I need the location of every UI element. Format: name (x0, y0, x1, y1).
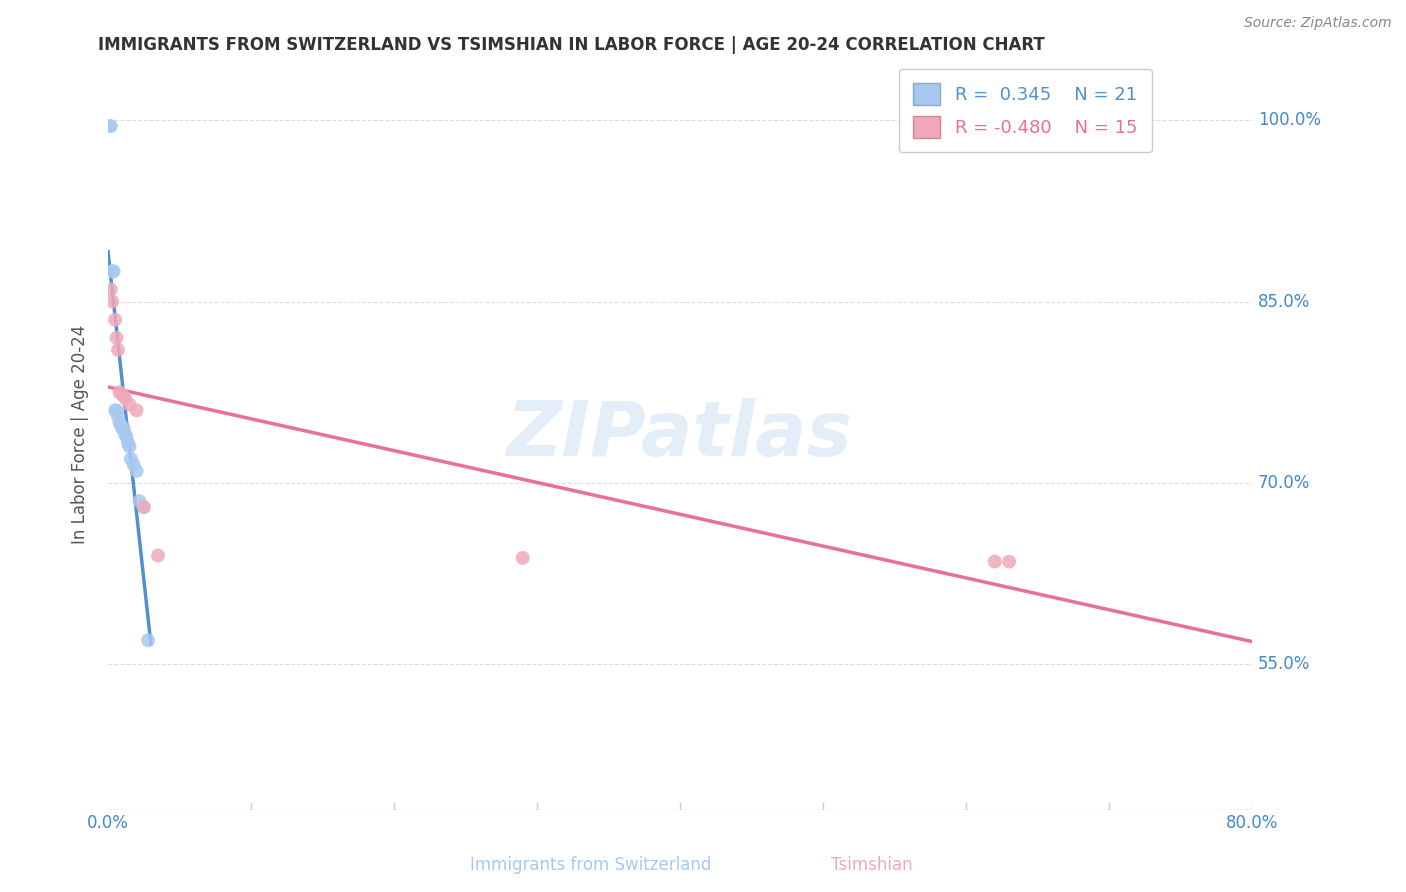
Point (111, 421, 134, 435)
Point (98, 119, 121, 133)
Point (114, 392, 136, 406)
Point (118, 440, 141, 454)
Text: 70.0%: 70.0% (1258, 474, 1310, 492)
Point (512, 551, 534, 566)
Point (107, 409, 129, 424)
Point (120, 451, 142, 466)
Point (136, 633, 159, 648)
Point (118, 397, 141, 411)
Point (132, 500, 155, 515)
Point (146, 549, 169, 563)
Point (114, 427, 136, 442)
Point (117, 436, 139, 450)
Text: 85.0%: 85.0% (1258, 293, 1310, 310)
Text: 55.0%: 55.0% (1258, 656, 1310, 673)
Point (125, 464, 148, 478)
Point (112, 421, 135, 435)
Point (104, 403, 127, 417)
Point (125, 403, 148, 417)
Point (100, 119, 122, 133)
Point (122, 458, 145, 472)
Point (115, 430, 138, 444)
Legend: R =  0.345    N = 21, R = -0.480    N = 15: R = 0.345 N = 21, R = -0.480 N = 15 (898, 69, 1152, 153)
Point (110, 417, 132, 432)
Y-axis label: In Labor Force | Age 20-24: In Labor Force | Age 20-24 (72, 325, 89, 544)
Text: ZIPatlas: ZIPatlas (508, 398, 853, 472)
Point (104, 312, 127, 326)
Text: Immigrants from Switzerland: Immigrants from Switzerland (470, 855, 711, 873)
Text: IMMIGRANTS FROM SWITZERLAND VS TSIMSHIAN IN LABOR FORCE | AGE 20-24 CORRELATION : IMMIGRANTS FROM SWITZERLAND VS TSIMSHIAN… (98, 36, 1045, 54)
Point (100, 282, 122, 296)
Point (101, 294, 124, 309)
Text: Tsimshian: Tsimshian (831, 855, 912, 873)
Point (111, 387, 134, 401)
Point (132, 500, 155, 515)
Point (998, 555, 1021, 569)
Point (128, 494, 150, 508)
Point (105, 331, 128, 345)
Point (108, 385, 131, 400)
Text: 100.0%: 100.0% (1258, 112, 1322, 129)
Point (984, 555, 1007, 569)
Point (107, 343, 129, 357)
Point (105, 403, 128, 417)
Text: Source: ZipAtlas.com: Source: ZipAtlas.com (1244, 16, 1392, 29)
Point (108, 416, 131, 430)
Point (101, 264, 124, 278)
Point (103, 264, 125, 278)
